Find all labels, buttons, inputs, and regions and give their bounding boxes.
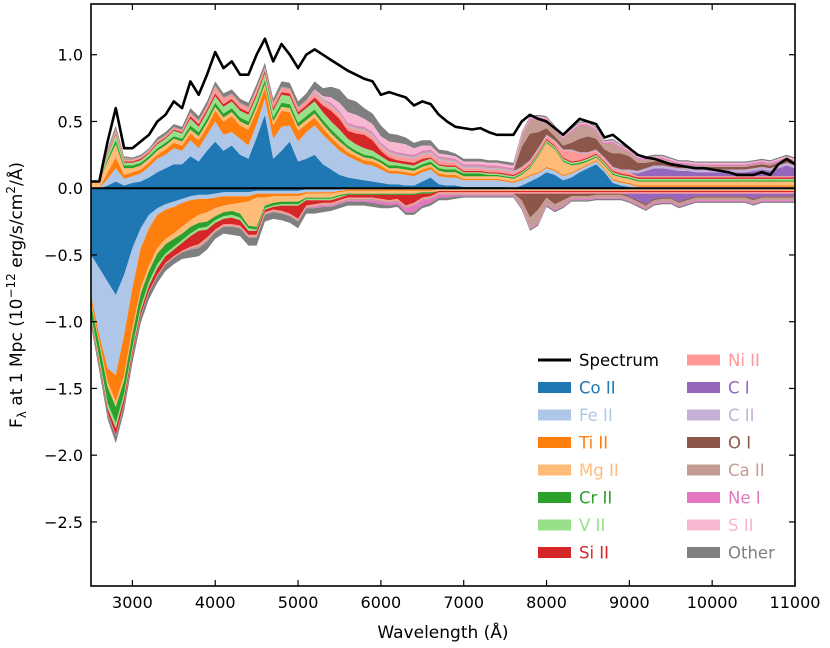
y-tick-label: −0.5 [44,246,83,265]
y-label-exp1: −12 [4,273,18,298]
x-tick-label: 4000 [195,593,236,612]
y-tick-label: −2.0 [44,446,83,465]
legend-swatch-o-i [687,437,720,448]
y-axis-ticks: 1.0 0.5 0.0 −0.5 −1.0 −1.5 −2.0 −2.5 [44,46,795,532]
x-tick-label: 9000 [609,593,650,612]
legend: Spectrum Co II Fe II Ti II Mg II Cr II V II Si … [538,351,775,563]
legend-label-other: Other [728,544,775,563]
legend-label-mg-ii: Mg II [579,461,619,480]
x-tick-label: 10000 [687,593,738,612]
legend-swatch-co-ii [538,382,571,393]
legend-label-ti-ii: Ti II [578,434,608,453]
y-label-end: /Å) [5,162,27,186]
legend-label-fe-ii: Fe II [579,406,613,425]
legend-label-ca-ii: Ca II [728,461,765,480]
y-tick-label: 0.0 [58,179,83,198]
y-tick-label: −1.0 [44,313,83,332]
legend-swatch-si-ii [538,547,571,558]
area-pos-fe-ii [91,98,795,189]
y-tick-label: −1.5 [44,379,83,398]
x-tick-label: 6000 [361,593,402,612]
legend-swatch-v-ii [538,519,571,531]
positive-contribution-areas [91,62,795,189]
y-tick-label: 0.5 [58,112,83,131]
legend-swatch-ne-i [687,492,720,503]
legend-swatch-mg-ii [538,464,571,476]
x-tick-label: 11000 [770,593,821,612]
y-axis-label: Fλ at 1 Mpc (10−12 erg/s/cm2/Å) [4,162,29,428]
legend-label-v-ii: V II [579,516,605,535]
spectrum-line [91,37,796,183]
legend-label-spectrum: Spectrum [579,351,659,370]
negative-contribution-areas [91,188,795,444]
legend-swatch-c-ii [687,409,720,421]
legend-swatch-other [687,547,720,558]
area-pos-co-ii [91,114,795,189]
x-tick-label: 7000 [443,593,484,612]
plot-frame [90,3,796,587]
legend-label-ne-i: Ne I [728,489,761,508]
x-tick-label: 3000 [112,593,153,612]
x-axis-ticks: 3000 4000 5000 6000 7000 8000 9000 10000 11000 [112,4,820,612]
y-label-mid: at 1 Mpc (10 [7,299,27,412]
y-label-mid2: erg/s/cm [7,194,27,274]
y-label-f: F [7,418,27,428]
legend-label-ni-ii: Ni II [728,351,760,370]
y-label-exp2: 2 [4,186,18,194]
area-pos-c-ii [91,68,795,182]
legend-label-s-ii: S II [728,516,753,535]
area-neg-co-ii [91,188,795,295]
legend-swatch-ti-ii [538,437,571,448]
area-neg-fe-ii [91,188,795,376]
legend-swatch-fe-ii [538,409,571,421]
y-label-lambda: λ [15,411,29,418]
legend-label-cr-ii: Cr II [579,489,612,508]
legend-label-co-ii: Co II [579,379,616,398]
x-tick-label: 8000 [526,593,567,612]
legend-swatch-ni-ii [687,354,720,366]
x-axis-label: Wavelength (Å) [377,621,508,643]
x-tick-label: 5000 [278,593,319,612]
legend-label-si-ii: Si II [579,544,609,563]
legend-swatch-c-i [687,382,720,393]
legend-swatch-s-ii [687,519,720,531]
legend-swatch-cr-ii [538,492,571,503]
legend-label-c-ii: C II [728,406,755,425]
y-tick-label: −2.5 [44,513,83,532]
y-tick-label: 1.0 [58,46,83,65]
area-pos-ca-ii [91,66,795,182]
legend-label-o-i: O I [728,434,751,453]
legend-label-c-i: C I [728,379,750,398]
legend-swatch-ca-ii [687,464,720,476]
